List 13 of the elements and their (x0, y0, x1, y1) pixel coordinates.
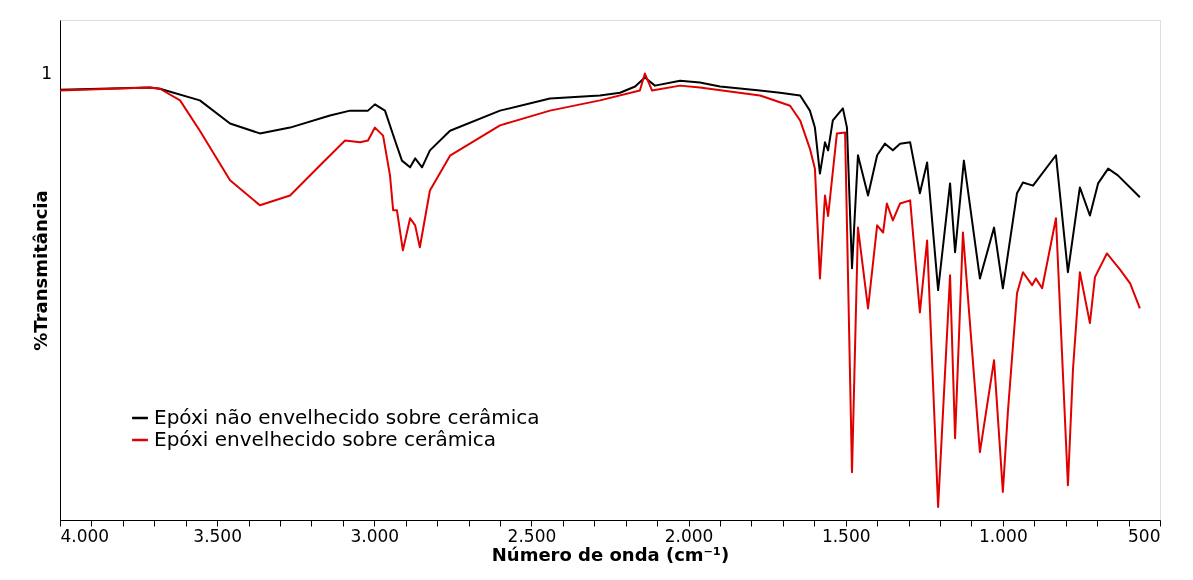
x-tick-label: 3.500 (193, 525, 242, 546)
y-axis-title: %Transmitância (29, 190, 51, 351)
text: 1 (41, 62, 52, 83)
x-tick-label: 1.000 (979, 525, 1028, 546)
x-tick-label: 500 (1128, 525, 1161, 546)
x-tick-label: 4.000 (60, 525, 110, 546)
x-tick-label: 2.000 (664, 525, 714, 546)
legend-label: Epóxi envelhecido sobre cerâmica (154, 427, 497, 451)
legend-label: Epóxi não envelhecido sobre cerâmica (154, 405, 540, 429)
x-tick-label: 3.000 (350, 525, 400, 546)
x-tick-label: 1.500 (821, 525, 871, 546)
x-axis-title: Número de onda (cm⁻¹) (491, 543, 730, 565)
x-tick-label: 2.500 (507, 525, 557, 546)
